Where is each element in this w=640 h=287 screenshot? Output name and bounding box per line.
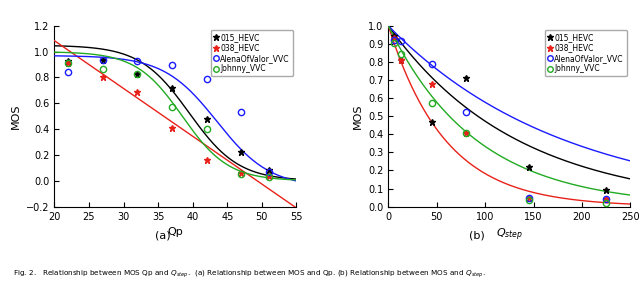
Y-axis label: MOS: MOS <box>10 104 20 129</box>
Legend: 015_HEVC, 038_HEVC, AlenaOfValor_VVC, Johnny_VVC: 015_HEVC, 038_HEVC, AlenaOfValor_VVC, Jo… <box>211 30 292 76</box>
Text: (a): (a) <box>156 230 171 240</box>
Text: Fig. 2.   Relationship between MOS Qp and $Q_{step}$.  (a) Relationship between : Fig. 2. Relationship between MOS Qp and … <box>13 268 486 280</box>
Y-axis label: MOS: MOS <box>353 104 363 129</box>
Text: (b): (b) <box>469 230 484 240</box>
X-axis label: $Q_{step}$: $Q_{step}$ <box>496 227 523 243</box>
X-axis label: Qp: Qp <box>168 227 183 237</box>
Legend: 015_HEVC, 038_HEVC, AlenaOfValor_VVC, Johnny_VVC: 015_HEVC, 038_HEVC, AlenaOfValor_VVC, Jo… <box>545 30 627 76</box>
